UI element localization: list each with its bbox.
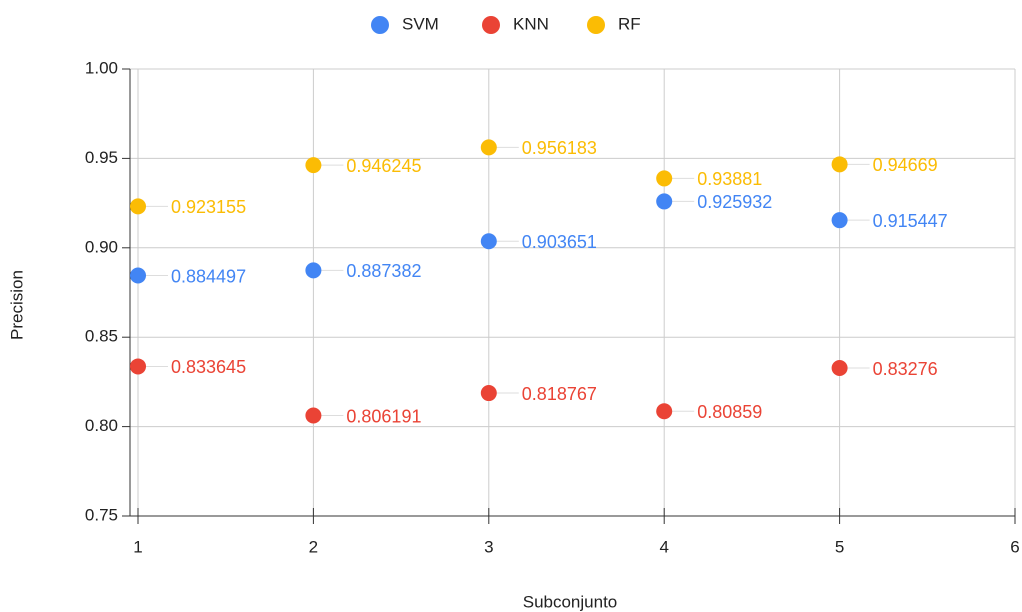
x-tick-label: 3 bbox=[484, 537, 493, 556]
data-label: 0.833645 bbox=[171, 357, 246, 377]
legend-label: RF bbox=[618, 14, 641, 33]
data-label: 0.946245 bbox=[346, 156, 421, 176]
point bbox=[831, 212, 848, 229]
legend-marker bbox=[587, 16, 605, 34]
point bbox=[130, 198, 146, 215]
data-label: 0.93881 bbox=[697, 169, 762, 189]
data-label: 0.94669 bbox=[873, 155, 938, 175]
point bbox=[831, 360, 848, 377]
data-label: 0.806191 bbox=[346, 406, 421, 426]
point bbox=[480, 139, 497, 156]
legend-marker bbox=[482, 16, 500, 34]
point bbox=[130, 358, 146, 375]
data-label: 0.818767 bbox=[522, 384, 597, 404]
point bbox=[656, 403, 673, 420]
data-label: 0.884497 bbox=[171, 266, 246, 286]
point bbox=[305, 407, 322, 424]
point bbox=[656, 170, 673, 187]
point bbox=[130, 267, 146, 284]
x-tick-label: 2 bbox=[309, 537, 318, 556]
legend-marker bbox=[371, 16, 389, 34]
data-label: 0.887382 bbox=[346, 261, 421, 281]
y-tick-label: 1.00 bbox=[85, 58, 118, 77]
legend-label: SVM bbox=[402, 14, 439, 33]
y-tick-label: 0.85 bbox=[85, 327, 118, 346]
x-axis-title: Subconjunto bbox=[523, 592, 618, 611]
y-tick-label: 0.95 bbox=[85, 148, 118, 167]
y-axis-title: Precision bbox=[7, 270, 26, 340]
x-tick-label: 6 bbox=[1010, 537, 1019, 556]
x-tick-label: 4 bbox=[659, 537, 668, 556]
data-label: 0.903651 bbox=[522, 232, 597, 252]
point bbox=[831, 156, 848, 173]
data-label: 0.80859 bbox=[697, 402, 762, 422]
legend-label: KNN bbox=[513, 14, 549, 33]
data-label: 0.925932 bbox=[697, 192, 772, 212]
y-tick-label: 0.80 bbox=[85, 416, 118, 435]
point bbox=[656, 193, 673, 210]
data-label: 0.915447 bbox=[873, 211, 948, 231]
x-tick-label: 1 bbox=[133, 537, 142, 556]
y-tick-label: 0.90 bbox=[85, 237, 118, 256]
point bbox=[305, 262, 322, 279]
point bbox=[305, 157, 322, 174]
point bbox=[480, 385, 497, 402]
point bbox=[480, 233, 497, 250]
data-label: 0.83276 bbox=[873, 359, 938, 379]
data-label: 0.956183 bbox=[522, 138, 597, 158]
x-tick-label: 5 bbox=[835, 537, 844, 556]
y-tick-label: 0.75 bbox=[85, 505, 118, 524]
data-label: 0.923155 bbox=[171, 197, 246, 217]
